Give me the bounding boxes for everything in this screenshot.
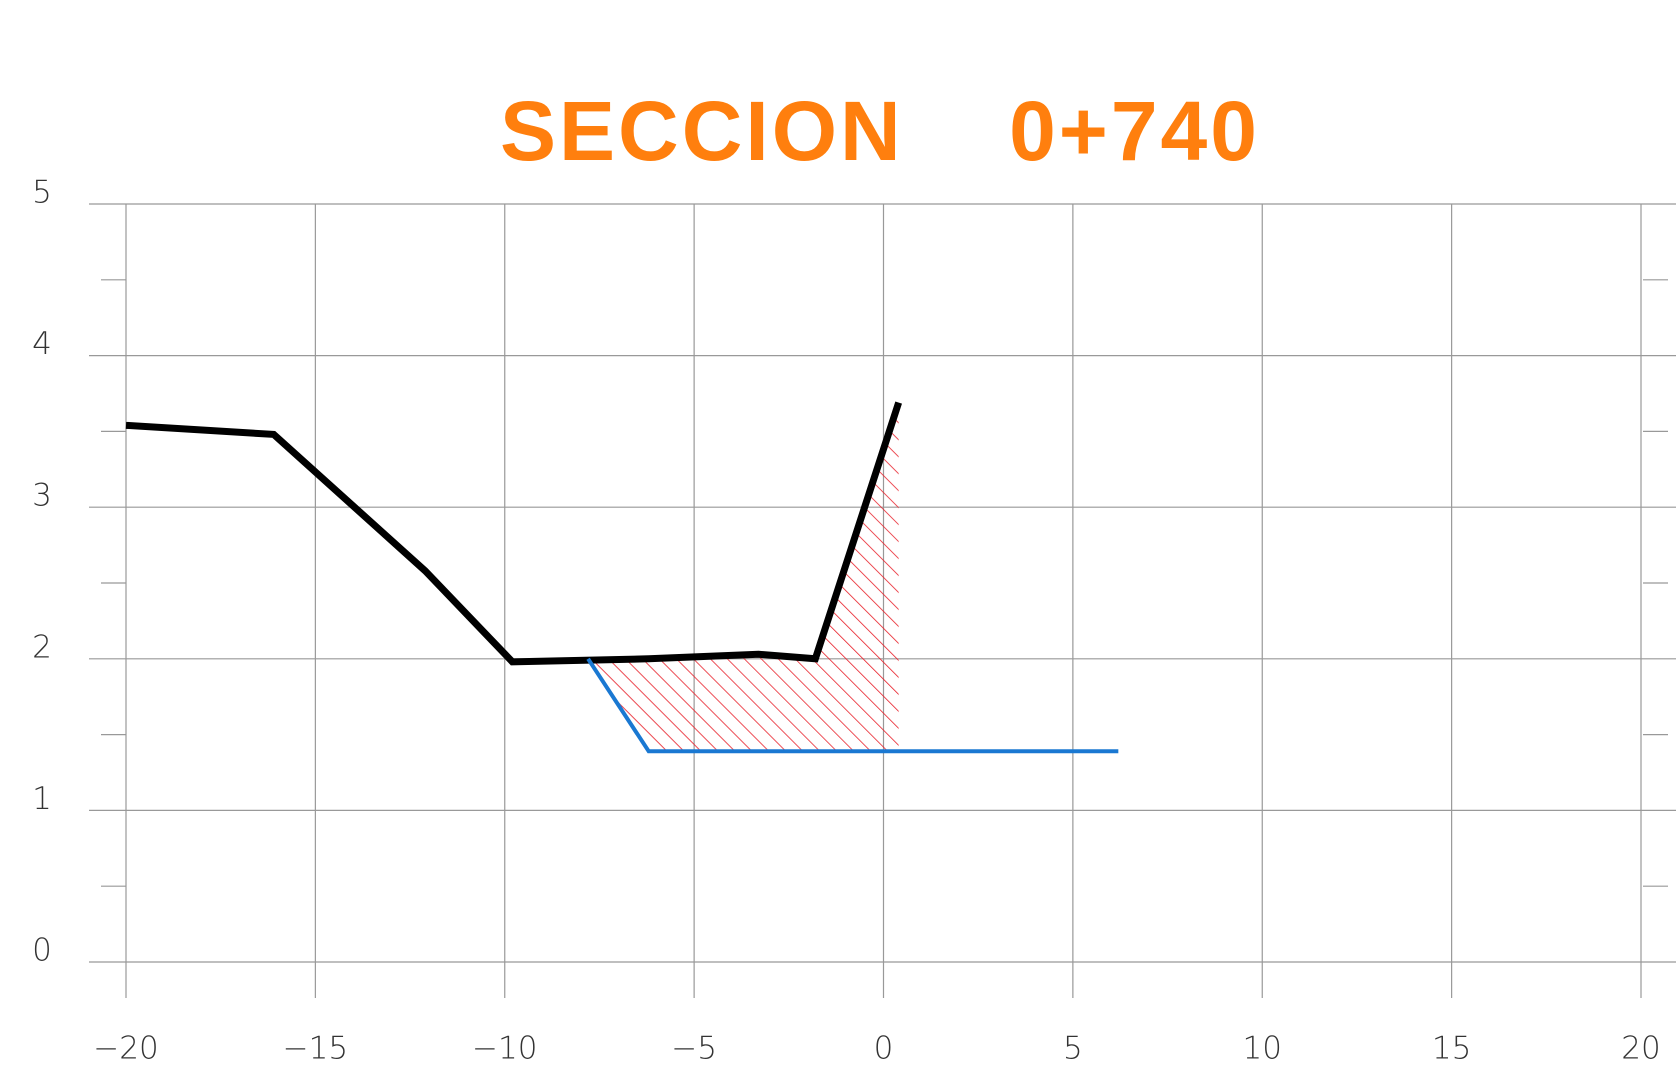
y-tick-label: 1 bbox=[32, 781, 52, 817]
series-line bbox=[125, 401, 902, 666]
x-tick-label: −20 bbox=[93, 1031, 158, 1067]
x-tick-label: −5 bbox=[671, 1031, 717, 1067]
y-tick-label: 5 bbox=[32, 175, 52, 211]
x-tick-label: 5 bbox=[1063, 1031, 1083, 1067]
x-tick-label: 20 bbox=[1621, 1031, 1660, 1067]
series-line bbox=[586, 657, 1119, 754]
y-tick-label: 3 bbox=[32, 478, 52, 514]
x-tick-label: 0 bbox=[874, 1031, 894, 1067]
x-tick-label: −15 bbox=[283, 1031, 348, 1067]
x-tick-label: 15 bbox=[1432, 1031, 1471, 1067]
y-tick-label: 2 bbox=[32, 629, 52, 665]
x-tick-label: −10 bbox=[472, 1031, 537, 1067]
x-tick-label: 10 bbox=[1243, 1031, 1282, 1067]
y-tick-label: 0 bbox=[32, 933, 52, 969]
y-tick-label: 4 bbox=[32, 326, 52, 362]
chart-title: SECCION 0+740 bbox=[500, 84, 1260, 178]
